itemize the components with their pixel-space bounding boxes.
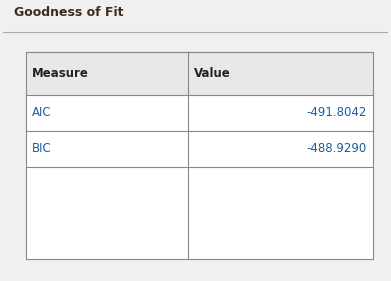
Bar [26,95,373,131]
Text: Goodness of Fit: Goodness of Fit [14,6,124,19]
Text: -491.8042: -491.8042 [307,106,367,119]
Bar [26,167,373,259]
Text: Measure: Measure [32,67,88,80]
Text: BIC: BIC [32,142,52,155]
Text: Value: Value [194,67,230,80]
Bar [26,52,373,95]
Bar [26,131,373,167]
Text: AIC: AIC [32,106,51,119]
Text: -488.9290: -488.9290 [307,142,367,155]
